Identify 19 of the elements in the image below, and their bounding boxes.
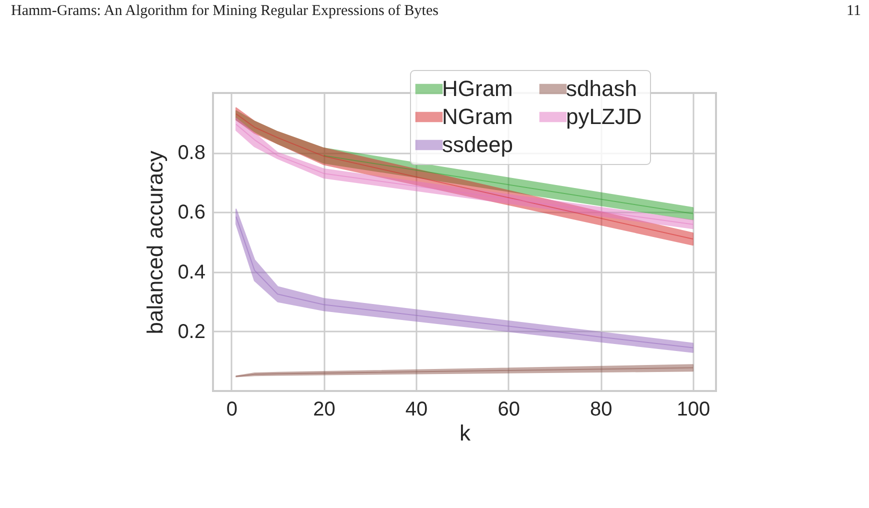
y-tick-label: 0.2 [178,320,206,343]
text: 11 [846,3,861,20]
legend-label: sdhash [566,76,637,101]
x-tick-label: 0 [226,398,238,420]
x-tick-label: 100 [676,398,710,420]
x-tick-label: 80 [590,398,612,420]
y-tick-label: 0.4 [178,261,206,284]
x-tick-label: 60 [498,398,520,420]
legend-label: ssdeep [442,132,513,157]
legend-label: pyLZJD [566,104,642,129]
y-tick-label: 0.8 [178,142,206,164]
legend-label: NGram [442,104,513,129]
y-axis-title: balanced accuracy [142,150,168,334]
x-tick-label: 40 [405,398,428,420]
y-tick-label: 0.6 [178,202,206,224]
x-axis-title: k [460,420,472,446]
x-tick-label: 20 [313,398,336,420]
legend-label: HGram [442,76,513,101]
text: Hamm-Grams: An Algorithm for Mining Regular Expressions of Bytes [11,3,438,20]
